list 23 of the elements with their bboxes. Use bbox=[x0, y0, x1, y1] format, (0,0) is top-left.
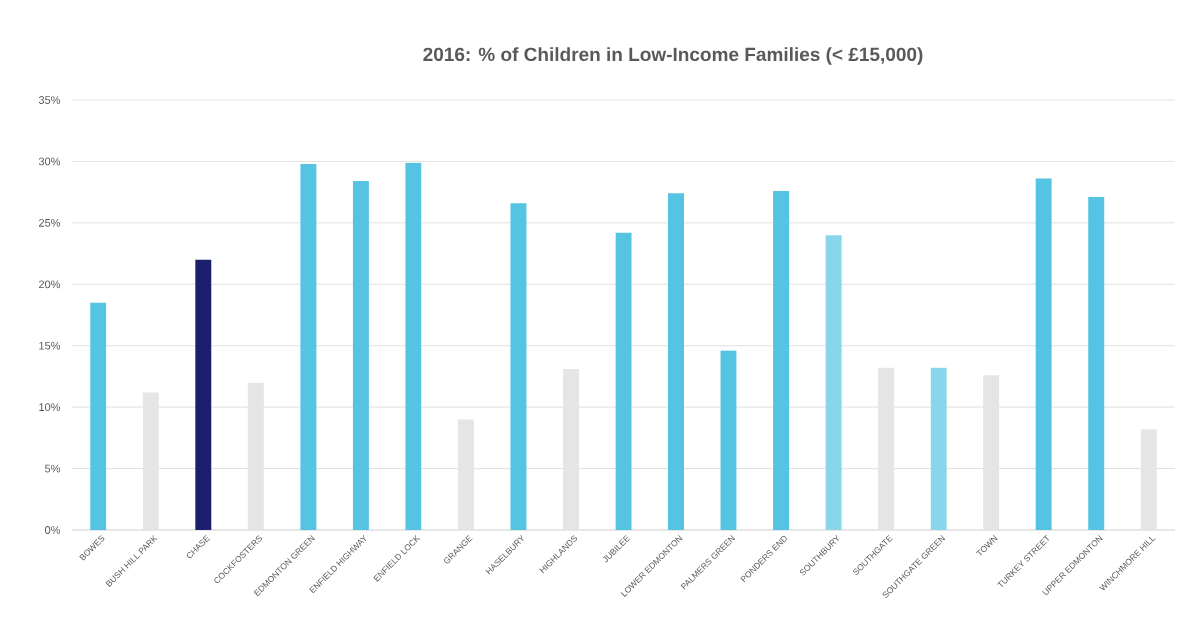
y-tick-label: 30% bbox=[38, 157, 61, 166]
bar bbox=[352, 181, 369, 530]
y-tick-label: 5% bbox=[45, 464, 61, 473]
bar bbox=[300, 163, 317, 530]
bar bbox=[90, 302, 107, 530]
chart-title: 2016: % of Children in Low-Income Families (< £15,000) bbox=[423, 47, 923, 65]
bar bbox=[930, 367, 947, 530]
bar bbox=[405, 162, 422, 530]
bar bbox=[825, 235, 842, 530]
bar bbox=[195, 259, 212, 530]
y-tick-label: 0% bbox=[45, 526, 61, 534]
y-tick-label: 20% bbox=[39, 280, 61, 289]
y-tick-label: 10% bbox=[39, 403, 61, 412]
y-tick-label: 15% bbox=[39, 341, 61, 350]
bar bbox=[720, 350, 737, 530]
bar bbox=[615, 232, 632, 530]
bar bbox=[1035, 178, 1052, 530]
y-tick-label: 35% bbox=[38, 96, 61, 104]
bar bbox=[1088, 197, 1105, 530]
bar bbox=[773, 190, 790, 530]
bar bbox=[668, 193, 685, 530]
y-tick-label: 25% bbox=[39, 218, 61, 227]
bar bbox=[510, 203, 527, 530]
